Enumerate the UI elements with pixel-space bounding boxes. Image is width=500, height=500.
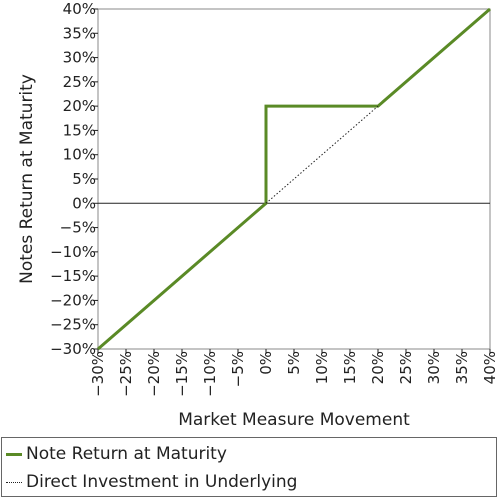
legend: Note Return at Maturity Direct Investmen… [1,437,497,497]
y-tick-label: −30% [50,340,96,358]
x-tick-label: 35% [453,351,471,384]
y-tick-label: 0% [72,194,96,212]
series-note-return-line [97,7,491,351]
legend-swatch-dotted [6,481,22,483]
x-tick-label: 10% [313,351,331,384]
legend-item-note-return: Note Return at Maturity [6,441,227,467]
x-tick-label: 30% [425,351,443,384]
y-tick-label: −20% [50,291,96,309]
legend-item-direct-investment: Direct Investment in Underlying [6,469,297,495]
y-tick-label: 40% [63,0,96,18]
x-tick-label: 5% [285,351,303,375]
y-tick-label: 30% [63,49,96,67]
series-layer [97,7,491,351]
x-tick-label: 15% [341,351,359,384]
x-tick-label: −10% [201,351,219,397]
y-tick-label: 20% [63,97,96,115]
x-tick-label: −20% [145,351,163,397]
y-axis-ticks: 40% 35% 30% 25% 20% 15% 10% 5% 0% −5% −10% −15% −20%… [50,0,98,358]
series-direct-investment-line [265,105,379,204]
y-tick-label: 35% [63,24,96,42]
x-axis-ticks: −30% −25% −20% −15% −10% −5% 0% 5% 10% 15% 20% 25% 3… [89,349,499,397]
x-tick-label: 25% [397,351,415,384]
y-tick-label: 10% [63,146,96,164]
y-tick-label: 15% [63,121,96,139]
y-axis-title: Notes Return at Maturity [17,74,37,284]
x-axis-title: Market Measure Movement [178,410,410,430]
y-tick-label: −25% [50,316,96,334]
x-tick-label: 40% [481,351,499,384]
x-tick-label: −25% [117,351,135,397]
payoff-chart: 40% 35% 30% 25% 20% 15% 10% 5% 0% −5% −10% −15% −20%… [17,0,499,430]
y-tick-label: −15% [50,267,96,285]
x-tick-label: −5% [229,351,247,387]
x-tick-label: 0% [257,351,275,375]
x-tick-label: −30% [89,351,107,397]
legend-label: Note Return at Maturity [26,444,227,464]
y-tick-label: −10% [50,243,96,261]
y-tick-label: 5% [72,170,96,188]
legend-label: Direct Investment in Underlying [26,472,298,492]
x-tick-label: 20% [369,351,387,384]
y-tick-label: −5% [60,219,96,237]
y-tick-label: 25% [63,73,96,91]
legend-swatch-solid [6,452,22,456]
x-tick-label: −15% [173,351,191,397]
